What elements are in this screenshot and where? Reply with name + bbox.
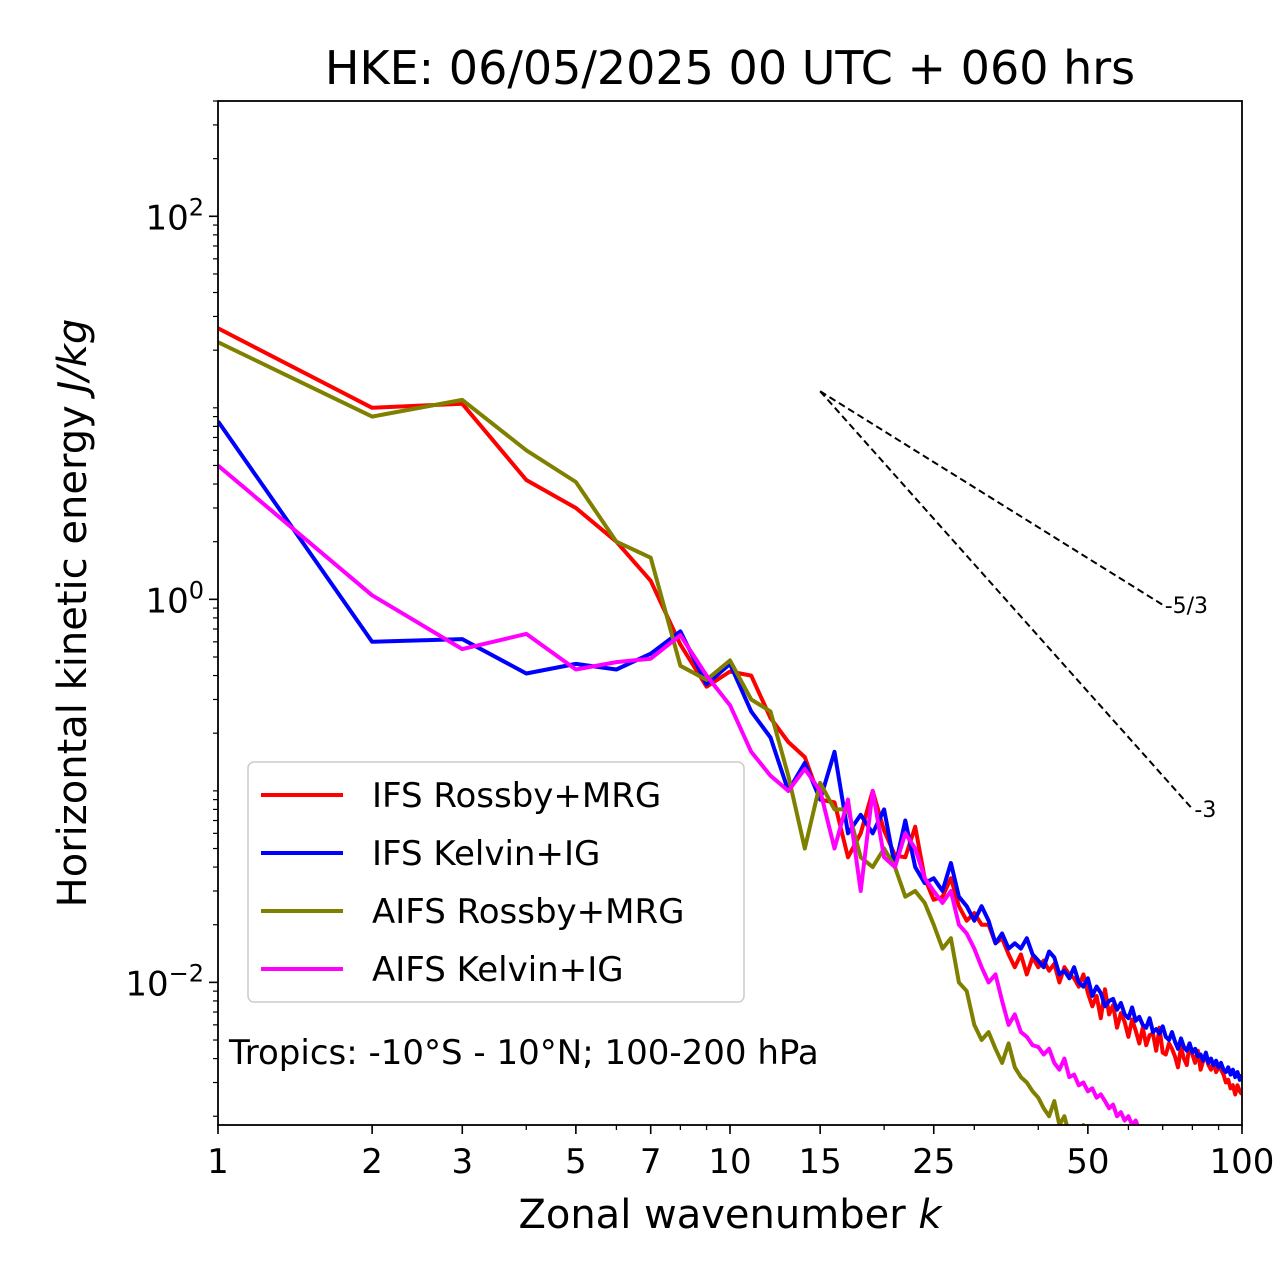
legend-label-2: IFS Kelvin+IG bbox=[372, 834, 600, 874]
y-tick-exponent: −2 bbox=[169, 959, 204, 987]
x-tick-label: 10 bbox=[708, 1142, 751, 1182]
y-tick-base: 10 bbox=[125, 964, 168, 1004]
reference-line-2 bbox=[819, 390, 1194, 810]
series-line-4 bbox=[218, 463, 1143, 1125]
y-axis-label-text: Horizontal kinetic energy bbox=[50, 405, 96, 907]
y-tick-base: 10 bbox=[145, 581, 188, 621]
chart-title: HKE: 06/05/2025 00 UTC + 060 hrs bbox=[325, 41, 1135, 95]
y-tick-exponent: 0 bbox=[189, 576, 204, 604]
x-tick-label: 1 bbox=[207, 1142, 229, 1182]
y-axis-label-unit: J/kg bbox=[50, 319, 96, 400]
legend-label-1: IFS Rossby+MRG bbox=[372, 776, 661, 816]
reference-slope-labels: -5/3 -3 bbox=[1165, 594, 1217, 823]
series-line-2 bbox=[218, 420, 1242, 1082]
reference-line-label-1: -5/3 bbox=[1165, 594, 1208, 619]
x-tick-label: 5 bbox=[565, 1142, 587, 1182]
x-tick-label: 7 bbox=[640, 1142, 662, 1182]
x-tick-label: 3 bbox=[451, 1142, 473, 1182]
x-tick-label: 50 bbox=[1066, 1142, 1109, 1182]
y-tick-label: 100 bbox=[145, 576, 204, 621]
reference-slope-lines bbox=[819, 390, 1194, 810]
x-tick-label: 100 bbox=[1210, 1142, 1275, 1182]
x-tick-label: 15 bbox=[799, 1142, 842, 1182]
y-axis-label: Horizontal kinetic energy J/kg bbox=[50, 319, 96, 908]
legend-label-3: AIFS Rossby+MRG bbox=[372, 892, 684, 932]
y-tick-base: 10 bbox=[145, 198, 188, 238]
y-tick-label: 10−2 bbox=[125, 959, 204, 1004]
x-tick-label: 25 bbox=[912, 1142, 955, 1182]
legend-box bbox=[247, 761, 745, 1003]
x-axis-ticks: 1 2 3 5 7 10 15 25 50 100 bbox=[207, 1125, 1274, 1182]
series-line-3 bbox=[218, 340, 1086, 1125]
x-tick-label: 2 bbox=[361, 1142, 383, 1182]
region-annotation: Tropics: -10°S - 10°N; 100-200 hPa bbox=[228, 1033, 819, 1073]
x-axis-label-symbol: k bbox=[918, 1192, 943, 1238]
x-axis-label-text: Zonal wavenumber bbox=[518, 1192, 906, 1238]
reference-line-label-2: -3 bbox=[1194, 798, 1216, 823]
legend: IFS Rossby+MRG IFS Kelvin+IG AIFS Rossby+M… bbox=[247, 761, 745, 1003]
y-tick-exponent: 2 bbox=[189, 193, 204, 221]
y-tick-label: 102 bbox=[145, 193, 204, 238]
reference-line-1 bbox=[819, 390, 1164, 606]
x-axis-label: Zonal wavenumber k bbox=[518, 1192, 943, 1238]
data-series bbox=[218, 326, 1242, 1125]
legend-label-4: AIFS Kelvin+IG bbox=[372, 950, 624, 990]
